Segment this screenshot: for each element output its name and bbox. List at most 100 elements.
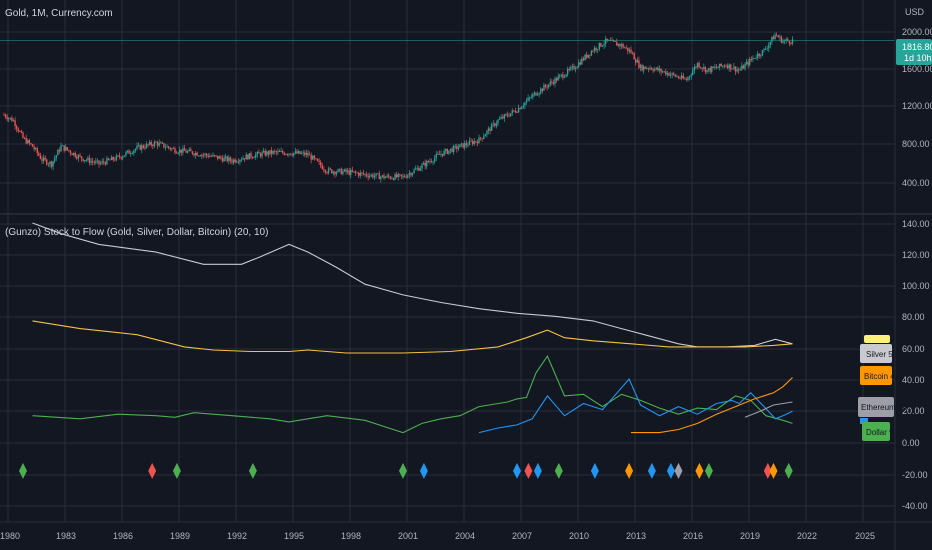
candle-body <box>521 107 523 109</box>
indicator-tick: 100.00 <box>902 281 930 291</box>
candle-body <box>400 174 403 176</box>
candle-body <box>229 157 232 161</box>
price-tick: 1200.00 <box>902 101 932 111</box>
candle-body <box>58 149 61 152</box>
signal-diamond <box>695 462 704 479</box>
candle-body <box>635 59 637 63</box>
indicator-tick: 0.00 <box>902 438 920 448</box>
candle-body <box>517 107 520 113</box>
candle-body <box>109 159 111 161</box>
candle-body <box>47 164 50 165</box>
indicator-pane[interactable] <box>19 222 793 479</box>
candle-body <box>661 71 664 73</box>
candle-body <box>543 85 545 91</box>
candle-body <box>511 110 513 114</box>
candle-body <box>641 65 643 71</box>
gold-s2f-line <box>32 320 793 354</box>
candle-body <box>745 61 748 65</box>
candle-body <box>369 175 371 178</box>
candle-body <box>726 65 729 69</box>
candle-body <box>638 60 640 68</box>
candle-body <box>557 76 559 81</box>
price-pane[interactable] <box>0 32 895 183</box>
candle-body <box>658 68 661 71</box>
candle-body <box>573 66 575 70</box>
candle-body <box>20 131 23 133</box>
candle-body <box>31 144 34 147</box>
candle-body <box>411 172 414 176</box>
candle-body <box>399 174 401 176</box>
price-tick: 1600.00 <box>902 64 932 74</box>
candle-body <box>597 49 599 50</box>
candle-body <box>582 58 585 60</box>
candle-body <box>171 148 173 150</box>
indicator-tick: 140.00 <box>902 219 930 229</box>
candle-body <box>272 151 274 154</box>
candle-body <box>528 97 531 99</box>
candle-body <box>763 49 765 51</box>
candle-body <box>451 148 453 153</box>
signal-diamond <box>647 462 656 479</box>
indicator-axis[interactable]: 140.00 120.00 100.00 80.00 60.00 40.00 2… <box>902 219 930 511</box>
candle-body <box>357 172 360 176</box>
signal-diamond <box>784 462 793 479</box>
candle-body <box>291 154 293 156</box>
candle-body <box>771 36 773 42</box>
time-tick: 2019 <box>740 531 760 541</box>
candle-body <box>258 152 260 154</box>
candle-body <box>98 160 100 165</box>
candle-body <box>715 66 718 68</box>
candle-body <box>435 154 437 158</box>
time-axis[interactable]: 1980 1983 1986 1989 1992 1995 1998 2001 … <box>0 531 875 541</box>
candle-body <box>270 150 273 154</box>
price-axis[interactable]: 2000.00 1600.00 1200.00 800.00 400.00 <box>902 27 932 188</box>
candle-body <box>706 69 708 73</box>
indicator-tick: -40.00 <box>902 501 928 511</box>
candle-body <box>145 143 148 148</box>
candle-body <box>300 153 303 154</box>
candle-body <box>590 51 593 56</box>
candle-body <box>49 161 51 165</box>
candle-body <box>185 150 187 153</box>
candle-body <box>373 175 376 178</box>
candle-body <box>350 170 352 175</box>
currency-label[interactable]: USD <box>905 7 925 17</box>
candle-body <box>164 147 167 149</box>
candle-body <box>167 146 170 148</box>
candle-body <box>676 76 678 78</box>
candle-body <box>438 153 441 155</box>
candle-body <box>395 174 398 178</box>
candle-body <box>79 155 81 157</box>
indicator-tick: 20.00 <box>902 406 925 416</box>
candle-body <box>663 71 665 73</box>
candle-body <box>90 161 92 163</box>
candle-body <box>122 156 124 159</box>
candle-body <box>129 153 132 155</box>
candle-body <box>346 170 349 172</box>
candle-body <box>150 142 152 146</box>
candle-body <box>657 67 659 71</box>
candle-body <box>723 65 726 67</box>
signal-diamond <box>399 462 407 479</box>
candle-body <box>193 153 195 156</box>
candle-body <box>275 151 278 153</box>
candle-body <box>704 66 707 73</box>
candle-body <box>128 150 130 154</box>
candle-body <box>250 153 252 158</box>
indicator-tick: 80.00 <box>902 312 925 322</box>
candle-body <box>693 67 696 71</box>
candle-body <box>486 130 488 135</box>
candle-body <box>541 88 544 91</box>
candle-body <box>223 157 225 162</box>
candle-body <box>158 142 160 146</box>
candle-body <box>502 117 504 119</box>
candle-body <box>95 161 97 163</box>
candle-body <box>440 153 442 155</box>
candle-body <box>709 68 711 72</box>
candle-body <box>52 161 54 167</box>
candle-body <box>642 66 645 71</box>
candle-body <box>201 154 203 157</box>
candle-body <box>179 149 181 153</box>
